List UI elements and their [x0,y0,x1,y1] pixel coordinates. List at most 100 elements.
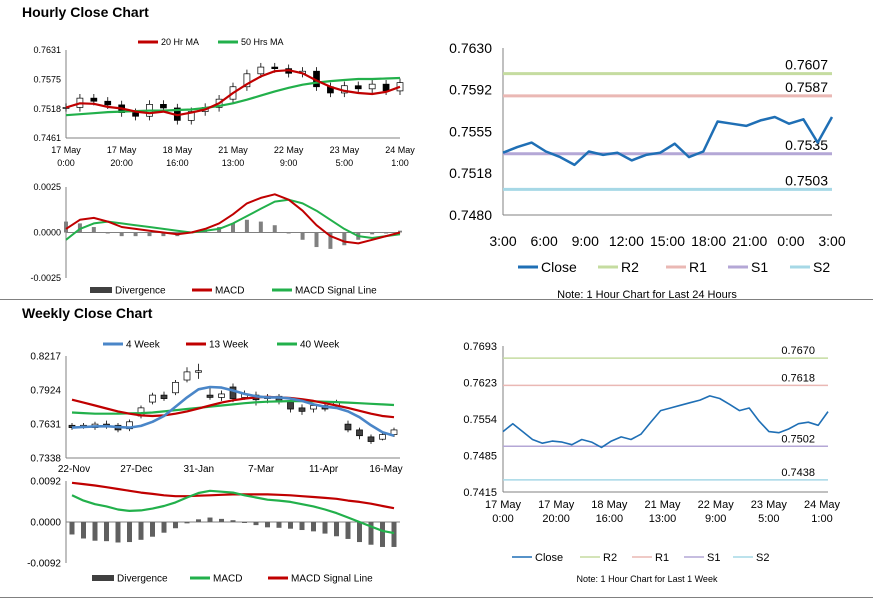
weekly-level-y-tick-label: 0.7693 [463,341,497,353]
weekly-divergence-bar [276,522,282,528]
hourly-divergence-bar [147,232,152,237]
hourly-legend-signal-label: MACD Signal Line [295,286,377,297]
weekly-legend-signal-label: MACD Signal Line [291,574,373,585]
hourly-level-y-tick-label: 0.7555 [449,123,492,139]
weekly-divergence-bar [311,522,316,532]
weekly-level-x-tick-label: 13:00 [649,513,677,525]
hourly-legend-ma50-label: 50 Hrs MA [241,37,284,47]
weekly-level-x-tick-label: 23 May [751,499,788,511]
weekly-divergence-bar [265,522,270,528]
weekly-candle-body [344,423,352,431]
bottom-divider [0,597,873,598]
weekly-macd-y-tick-label: -0.0092 [27,559,61,570]
weekly-candle-body [149,394,156,403]
hourly-candle-x-tick-label: 21 May [218,145,248,155]
hourly-macd-y-tick-label: -0.0025 [30,273,61,283]
hourly-level-y-tick-label: 0.7518 [449,165,492,181]
weekly-candle-body [206,394,214,398]
weekly-level-y-tick-label: 0.7623 [463,377,497,389]
hourly-legend-divergence-label: Divergence [115,286,166,297]
weekly-signal-line [71,481,395,510]
hourly-legend-ma20-label: 20 Hr MA [161,37,199,47]
weekly-candle-body [367,436,375,442]
weekly-divergence-bar [161,522,167,533]
weekly-candle-x-tick-label: 22-Nov [58,464,90,475]
hourly-candle-body [243,73,251,88]
weekly-legend-40wk-label: 40 Week [300,340,340,351]
hourly-level-x-tick-label: 12:00 [609,233,644,249]
hourly-level-legend-s1-label: S1 [751,259,768,275]
hourly-divergence-bar [384,232,389,234]
weekly-macd-y-tick-label: 0.0092 [30,477,61,488]
hourly-candle-x-tick-label: 0:00 [57,158,75,168]
hourly-candle-body [90,97,98,102]
hourly-divergence-bar [272,225,277,233]
hourly-level-x-tick-label: 9:00 [572,233,599,249]
hourly-macd-y-tick-label: 0.0000 [33,228,61,238]
hourly-legend-divergence-swatch [90,287,112,293]
hourly-divergence-bar [91,227,96,233]
hourly-divergence-bar [328,232,333,249]
weekly-level-x-tick-label: 17 May [538,499,575,511]
hourly-divergence-bar [300,232,305,240]
weekly-level-x-tick-label: 21 May [644,499,681,511]
weekly-macd-line [71,489,395,535]
hourly-candle-x-tick-label: 20:00 [110,158,133,168]
weekly-divergence-bar [207,517,213,522]
hourly-level-y-tick-label: 0.7592 [449,82,492,98]
weekly-divergence-bar [253,522,259,526]
weekly-divergence-bar [357,522,362,543]
weekly-legend-macd-label: MACD [213,574,242,585]
weekly-candle-body [287,401,294,410]
weekly-level-x-tick-label: 17 May [485,499,522,511]
weekly-divergence-bar [196,519,201,522]
weekly-divergence-bar [299,522,305,531]
weekly-divergence-bar [230,520,236,522]
weekly-level-legend-s2-label: S2 [756,552,769,564]
hourly-candle-y-tick-label: 0.7631 [33,45,61,55]
weekly-4wk-line [71,385,395,437]
weekly-divergence-bar [173,522,178,529]
weekly-level-legend-r1-label: R1 [655,552,669,564]
weekly-divergence-bar [345,522,351,539]
hourly-ma20-line [65,69,401,117]
weekly-level-x-tick-label: 9:00 [705,513,726,525]
weekly-candle-y-tick-label: 0.7924 [30,386,61,397]
hourly-divergence-bar [119,232,124,237]
hourly-divergence-bar [133,232,138,237]
weekly-divergence-bar [92,522,98,541]
weekly-divergence-bar [184,522,190,524]
weekly-candle-body [298,407,306,412]
hourly-ma50-line [65,76,401,117]
weekly-level-r1-value: 0.7618 [781,372,815,384]
hourly-divergence-bar [286,232,291,234]
hourly-signal-line [65,198,401,241]
weekly-divergence-bar [322,522,328,534]
hourly-legend-macd-label: MACD [215,286,244,297]
hourly-candle-x-tick-label: 18 May [163,145,193,155]
weekly-close-line [502,395,829,449]
hourly-divergence-bar [161,232,166,237]
hourly-candle-x-tick-label: 16:00 [166,158,189,168]
weekly-level-note: Note: 1 Hour Chart for Last 1 Week [577,574,718,584]
hourly-divergence-bar [231,223,235,233]
hourly-divergence-bar [64,221,68,233]
weekly-divergence-bar [391,522,397,547]
weekly-candle-x-tick-label: 27-Dec [120,464,152,475]
weekly-level-s1-value: 0.7502 [781,433,815,445]
hourly-candle-body [382,83,390,92]
hourly-candle-body [104,100,112,106]
hourly-divergence-bar [244,219,249,233]
hourly-level-r1-value: 0.7587 [785,79,828,95]
weekly-legend-divergence-swatch [92,575,114,581]
weekly-divergence-bar [150,522,155,537]
hourly-divergence-bar [370,232,375,235]
weekly-divergence-bar [380,522,385,547]
hourly-candle-body [271,66,279,69]
hourly-candle-body [160,104,167,109]
weekly-level-x-tick-label: 20:00 [542,513,570,525]
hourly-section-title: Hourly Close Chart [22,4,149,20]
weekly-divergence-bar [81,522,86,539]
weekly-divergence-bar [334,522,339,537]
